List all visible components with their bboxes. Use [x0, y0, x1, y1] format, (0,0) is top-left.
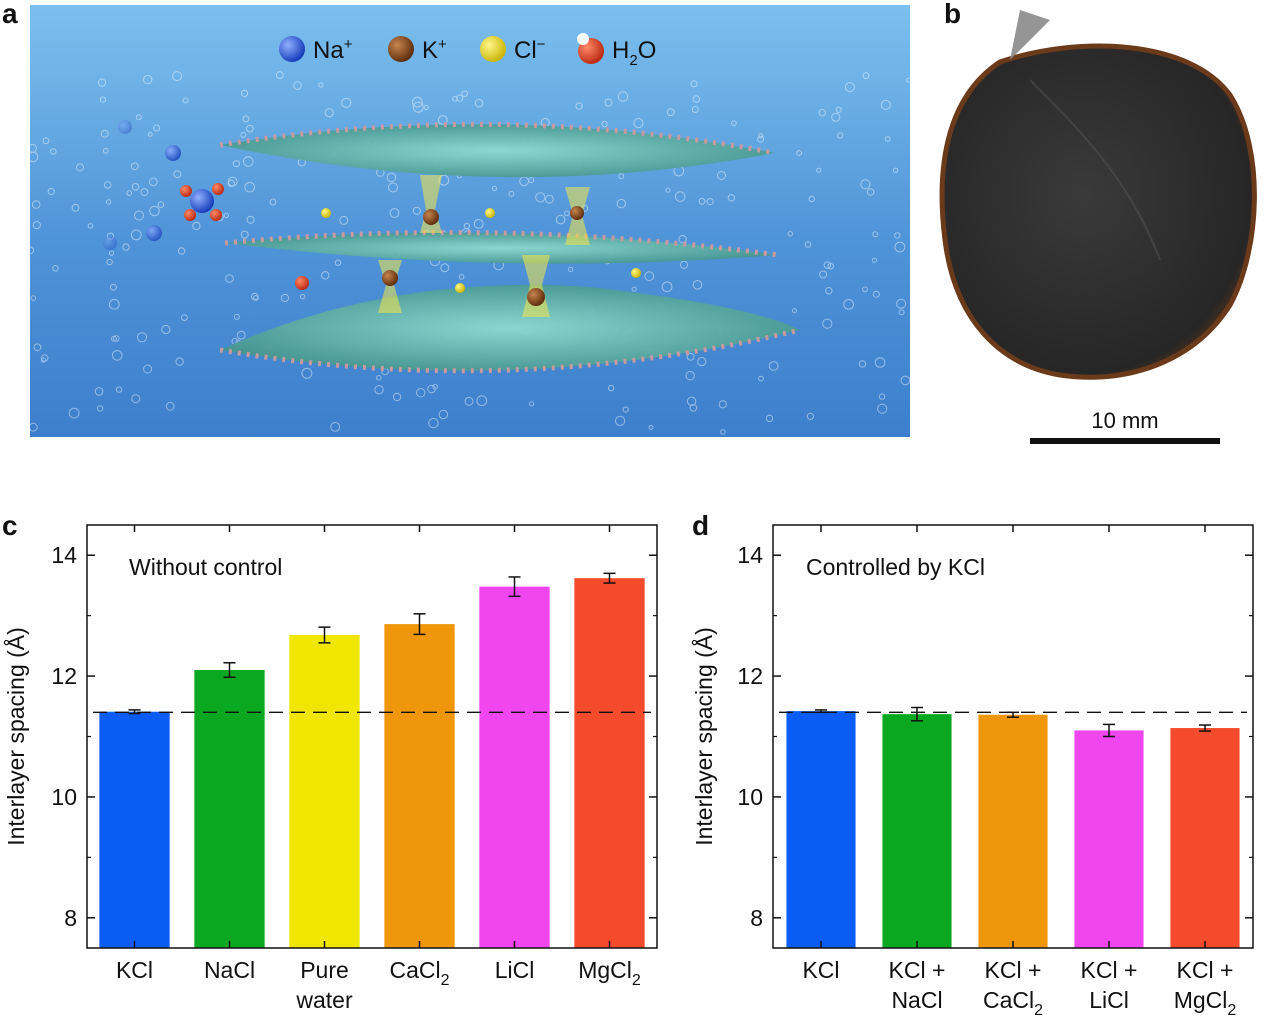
chart-annotation: Without control [129, 554, 282, 580]
plot-frame [86, 524, 658, 949]
bar-3 [1074, 730, 1144, 948]
bar-0 [786, 711, 856, 948]
x-tick-label-0: KCl [116, 957, 153, 983]
bar-chart-without-control: 8 10 12 14 KCl NaCl Pure water CaCl2 LiCl MgCl2 Int… [2, 524, 658, 1013]
bar-4 [479, 586, 550, 948]
y-tick-label-0: 8 [64, 905, 77, 931]
y-tick-label-2: 12 [51, 663, 77, 689]
svg-text:K+: K+ [422, 36, 447, 64]
bar-2 [289, 634, 360, 948]
legend-cl: Cl− [480, 36, 546, 64]
simulation-graphic: Na+ K+ Cl− H2O [30, 5, 910, 437]
x-tick-label-4: KCl + [1177, 957, 1234, 983]
tweezer-tip [1010, 10, 1050, 60]
membrane-photo: 10 mm [939, 10, 1257, 444]
y-tick-label-0: 8 [750, 905, 763, 931]
x-tick-label-3: LiCl [1089, 987, 1129, 1013]
bar-1 [882, 714, 952, 948]
panel-letter-d: d [692, 510, 710, 541]
x-tick-label-2: Pure [300, 957, 349, 983]
legend-k: K+ [388, 36, 447, 64]
chart-annotation: Controlled by KCl [806, 554, 985, 580]
bar-0 [99, 711, 170, 948]
x-tick-label-4: MgCl2 [1174, 987, 1237, 1018]
ion-legend: Na+ K+ Cl− H2O [279, 33, 656, 69]
membrane-photo-panel: 10 mm [930, 0, 1264, 460]
bar-5 [574, 578, 645, 948]
x-tick-label-1: NaCl [204, 957, 255, 983]
svg-text:Cl−: Cl− [514, 36, 546, 64]
bar-1 [194, 670, 265, 948]
bar-2 [978, 714, 1048, 948]
y-tick-label-1: 10 [737, 784, 763, 810]
y-tick-label-3: 14 [737, 542, 763, 568]
graphene-sheet-top [219, 121, 776, 178]
svg-text:Na+: Na+ [313, 36, 353, 64]
x-tick-label-2: KCl + [985, 957, 1042, 983]
y-axis-label: Interlayer spacing (Å) [690, 627, 717, 846]
chart-panel-d: 8 10 12 14 KCl KCl + NaCl KCl + CaCl2 KCl + LiCl KC… [690, 505, 1264, 1019]
y-axis-label: Interlayer spacing (Å) [2, 627, 29, 846]
hydrated-ions [103, 120, 641, 306]
legend-h2o: H2O [577, 33, 656, 69]
legend-na: Na+ [279, 36, 353, 64]
svg-text:H2O: H2O [612, 37, 656, 69]
bar-3 [384, 624, 455, 948]
x-tick-label-4: LiCl [495, 957, 535, 983]
y-tick-label-2: 12 [737, 663, 763, 689]
graphene-sheet-middle [224, 229, 779, 264]
panel-letter-c: c [2, 510, 18, 541]
x-tick-label-0: KCl [802, 957, 839, 983]
x-tick-label-3: CaCl2 [389, 957, 449, 989]
chart-panel-c: 8 10 12 14 KCl NaCl Pure water CaCl2 LiCl MgCl2 Int… [0, 505, 680, 1018]
x-tick-label-1: KCl + [889, 957, 946, 983]
bar-chart-controlled-by-kcl: 8 10 12 14 KCl KCl + NaCl KCl + CaCl2 KCl + LiCl KC… [690, 524, 1254, 1019]
panel-letter-a: a [2, 0, 18, 29]
x-tick-label-2: CaCl2 [983, 987, 1043, 1018]
x-tick-label-1: NaCl [891, 987, 942, 1013]
x-tick-label-5: MgCl2 [578, 957, 641, 989]
x-tick-label-2: water [295, 987, 353, 1013]
graphene-sheet-bottom [219, 284, 801, 374]
simulation-illustration: Na+ K+ Cl− H2O [30, 5, 910, 437]
bar-4 [1170, 728, 1240, 948]
scale-bar-label: 10 mm [1091, 408, 1158, 433]
membrane-disk [939, 43, 1257, 380]
y-tick-label-1: 10 [51, 784, 77, 810]
panel-letter-b: b [944, 0, 962, 29]
y-tick-label-3: 14 [51, 542, 77, 568]
x-tick-label-3: KCl + [1081, 957, 1138, 983]
